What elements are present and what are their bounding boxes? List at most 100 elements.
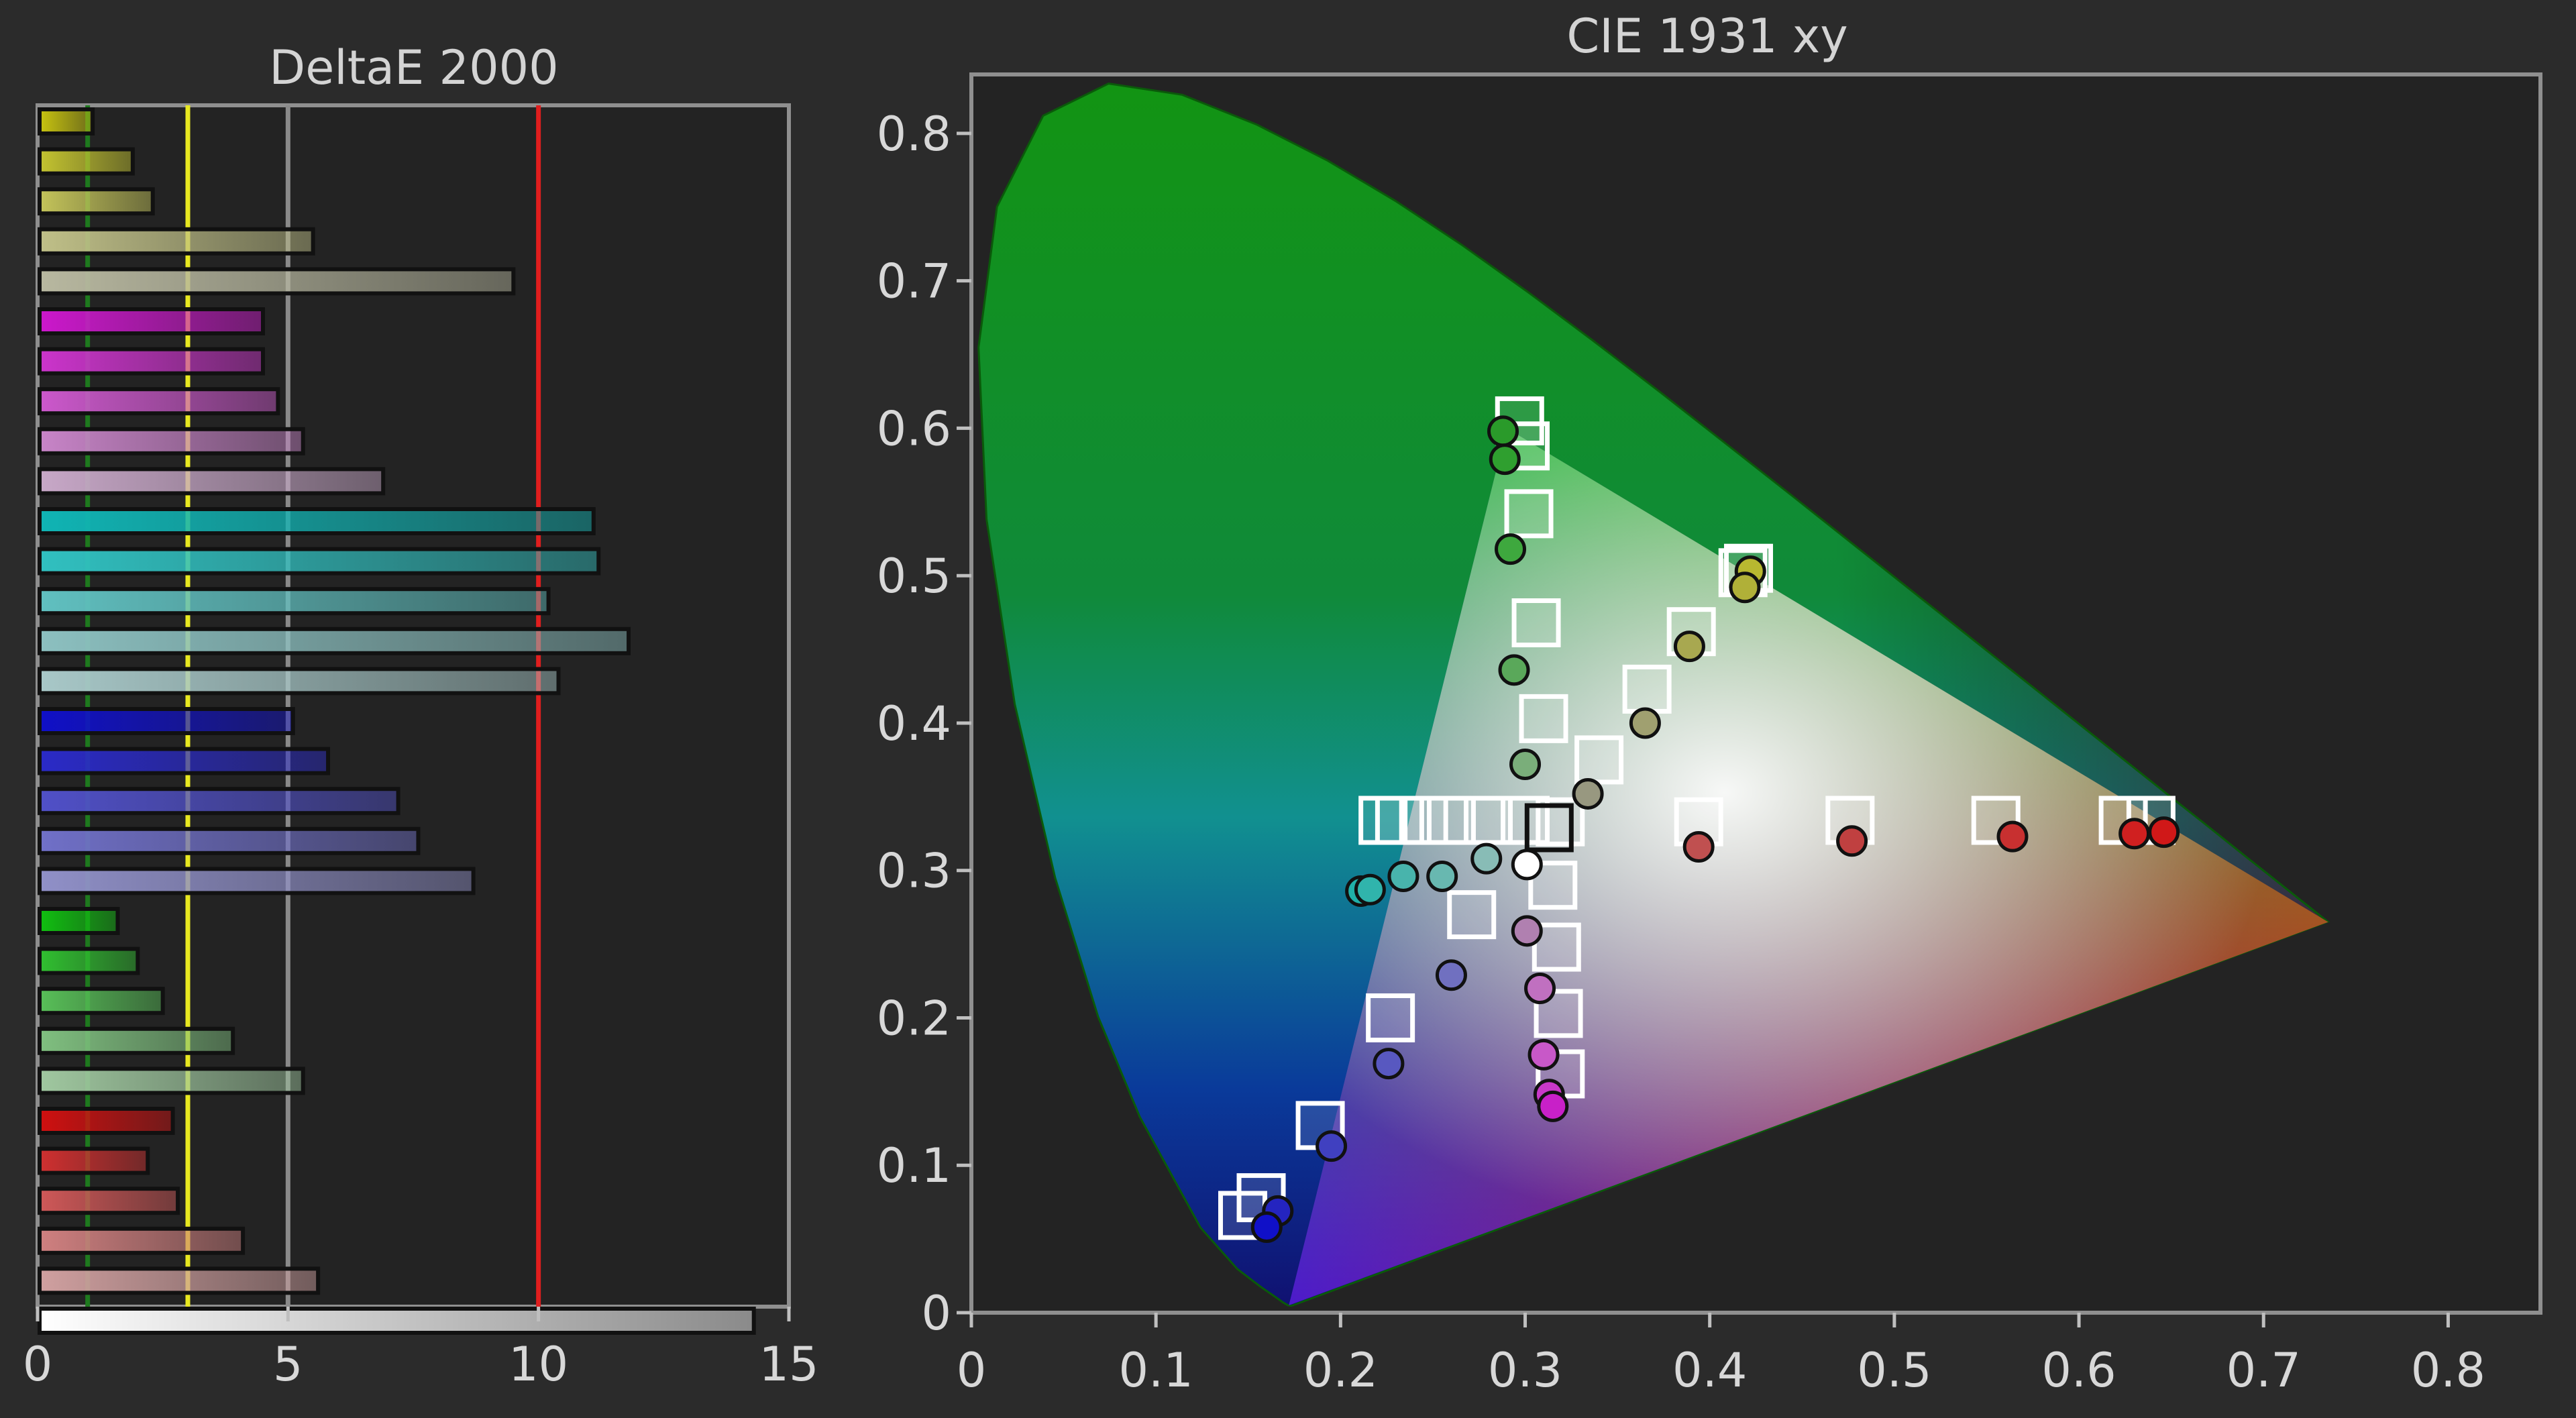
deltae-bar <box>38 1107 175 1135</box>
target-points <box>1218 396 2176 1240</box>
measured-point <box>1996 820 2029 853</box>
cie-y-tick-label: 0.2 <box>877 991 951 1046</box>
deltae-bar <box>38 387 280 416</box>
measured-point <box>2148 816 2180 849</box>
spectral-locus <box>977 83 2330 1307</box>
measured-point <box>1435 959 1467 991</box>
measured-point <box>1354 873 1386 906</box>
measured-point <box>1470 842 1503 875</box>
deltae-bar <box>38 747 331 775</box>
deltae-bar <box>38 907 120 935</box>
measured-point <box>1426 861 1458 893</box>
target-point <box>1358 796 1408 845</box>
deltae-bar <box>38 1026 235 1055</box>
deltae-bar <box>38 187 155 216</box>
cie-chart-title: CIE 1931 xy <box>1566 9 1847 64</box>
cie-x-tick-label: 0.4 <box>1672 1343 1747 1398</box>
cie-y-tick-label: 0.5 <box>877 549 951 604</box>
deltae-bar <box>38 427 305 455</box>
deltae-x-tick-label: 15 <box>759 1337 818 1392</box>
target-point <box>1366 993 1415 1042</box>
deltae-x-tick-label: 0 <box>23 1337 53 1392</box>
deltae-bars <box>38 107 756 1335</box>
target-point <box>1511 598 1561 648</box>
cie-x-tick-label: 0.8 <box>2411 1343 2485 1398</box>
deltae-bar <box>38 867 476 895</box>
cie-y-tick-label: 0.3 <box>877 844 951 899</box>
target-point <box>1447 890 1497 940</box>
measured-point <box>1373 1048 1405 1080</box>
deltae-bar <box>38 547 601 576</box>
measured-point <box>1316 1130 1348 1162</box>
measured-point <box>1527 1038 1560 1071</box>
cie-y-tick-label: 0.4 <box>877 696 951 751</box>
measured-point <box>1495 533 1527 565</box>
deltae-bar <box>38 946 140 975</box>
deltae-x-axis: 0 5 10 15 <box>23 1307 819 1392</box>
target-point <box>1504 489 1554 539</box>
measured-point <box>1387 861 1419 893</box>
target-point <box>1519 694 1568 743</box>
deltae-bar <box>38 227 315 256</box>
cie-y-tick-label: 0.8 <box>877 107 951 162</box>
measured-point <box>1729 571 1761 604</box>
measured-point <box>1250 1211 1283 1244</box>
measured-point <box>1509 748 1542 780</box>
measured-point <box>1511 849 1543 881</box>
measured-point <box>1498 654 1530 686</box>
deltae-x-tick-label: 10 <box>508 1337 568 1392</box>
deltae-bar <box>38 1067 305 1095</box>
measured-points <box>1250 415 2180 1244</box>
measured-point <box>1489 443 1521 476</box>
deltae-bar <box>38 787 400 816</box>
cie-y-tick-label: 0.1 <box>877 1138 951 1193</box>
measured-point <box>1836 825 1868 857</box>
deltae-bar <box>38 587 551 616</box>
deltae-bar <box>38 1146 150 1175</box>
cie-x-tick-label: 0.2 <box>1303 1343 1378 1398</box>
measured-point <box>1487 415 1519 447</box>
target-point <box>1524 803 1574 853</box>
deltae-bar <box>38 626 631 655</box>
cie-x-tick-label: 0.5 <box>1857 1343 1931 1398</box>
cie-y-tick-label: 0 <box>921 1286 951 1341</box>
deltae-bar <box>38 507 596 535</box>
deltae-threshold-lines <box>85 105 541 1307</box>
measured-point <box>2118 818 2151 850</box>
deltae-bar <box>38 307 265 335</box>
measured-point <box>1682 831 1715 863</box>
cie-axes: 0 0.1 0.2 0.3 0.4 0.5 0.6 0.7 0.8 0 0.1 0.2 0.3 0.4 0.… <box>877 107 2485 1398</box>
measured-point <box>1673 631 1705 663</box>
cie-x-tick-label: 0.3 <box>1488 1343 1562 1398</box>
target-point <box>1574 735 1624 785</box>
deltae-bar <box>38 1266 321 1295</box>
deltae-bar <box>38 826 421 855</box>
measured-point <box>1629 707 1661 739</box>
deltae-bar <box>38 147 135 176</box>
cie-x-tick-label: 0.6 <box>2041 1343 2116 1398</box>
deltae-bar <box>38 267 516 296</box>
cie-x-tick-label: 0.7 <box>2226 1343 2301 1398</box>
deltae-bar <box>38 107 95 135</box>
deltae-x-tick-label: 5 <box>273 1337 303 1392</box>
deltae-bar <box>38 1307 756 1335</box>
target-point <box>1399 796 1448 845</box>
cie-x-tick-label: 0 <box>957 1343 987 1398</box>
deltae-bar <box>38 987 165 1016</box>
deltae-bar <box>38 467 386 496</box>
target-point <box>1622 664 1672 714</box>
deltae-plot-area <box>36 103 791 1309</box>
measured-point <box>1572 777 1604 810</box>
deltae-bar <box>38 667 561 696</box>
cie-y-tick-label: 0.7 <box>877 254 951 309</box>
cie-y-tick-label: 0.6 <box>877 401 951 456</box>
deltae-bar <box>38 1226 246 1255</box>
deltae-bar <box>38 707 295 735</box>
cie-x-tick-label: 0.1 <box>1119 1343 1193 1398</box>
measured-point <box>1524 973 1556 1005</box>
deltae-bar <box>38 347 265 376</box>
deltae-chart-title: DeltaE 2000 <box>269 40 558 95</box>
deltae-bar <box>38 1187 180 1215</box>
